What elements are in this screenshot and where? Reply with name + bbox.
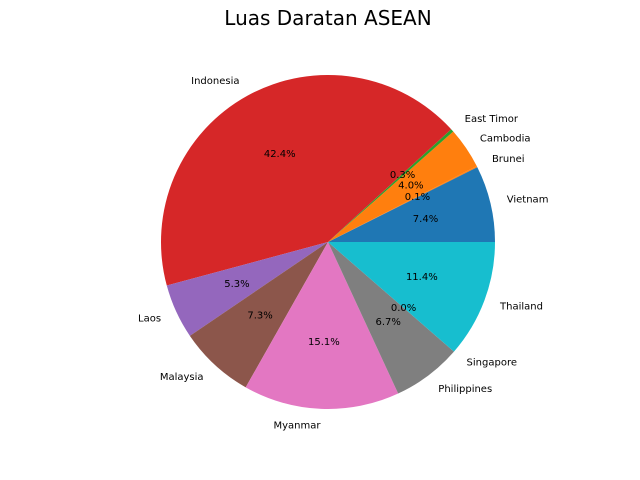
pie-slice-east-timor	[328, 129, 454, 242]
slice-label-vietnam: Vietnam	[507, 195, 549, 206]
pie-slice-philippines	[328, 242, 454, 394]
percent-label-singapore: 0.0%	[391, 303, 416, 314]
percent-label-laos: 5.3%	[224, 279, 249, 290]
slice-label-indonesia: Indonesia	[191, 76, 239, 87]
percent-labels: 7.4% 0.1%4.0%0.3% 42.4% 5.3% 7.3% 15.1% 6.7% 0.…	[224, 149, 438, 348]
slice-label-philippines: Philippines	[438, 384, 492, 395]
slice-label-thailand: Thailand	[499, 301, 543, 312]
percent-label-cambodia: 4.0%	[398, 181, 423, 192]
slice-labels: Vietnam Brunei Cambodia East Timor Indonesia…	[138, 76, 548, 432]
pie-slice-vietnam	[328, 167, 496, 242]
percent-label-brunei: 0.1%	[405, 192, 430, 203]
percent-label-vietnam: 7.4%	[413, 214, 438, 225]
slice-label-laos: Laos	[138, 314, 161, 325]
percent-label-thailand: 11.4%	[406, 272, 438, 283]
pie-slices	[161, 74, 496, 409]
pie-slice-brunei	[328, 166, 478, 242]
pie-slice-laos	[166, 242, 328, 336]
slice-label-brunei: Brunei	[492, 154, 525, 165]
pie-slice-thailand	[328, 242, 495, 352]
percent-label-philippines: 6.7%	[375, 317, 400, 328]
slice-label-myanmar: Myanmar	[273, 421, 321, 432]
slice-label-singapore: Singapore	[467, 358, 517, 369]
slice-label-east-timor: East Timor	[465, 114, 519, 125]
percent-label-east-timor: 0.3%	[390, 170, 415, 181]
percent-label-malaysia: 7.3%	[247, 311, 272, 322]
percent-label-myanmar: 15.1%	[308, 337, 340, 348]
pie-slice-malaysia	[189, 242, 328, 388]
slice-label-cambodia: Cambodia	[480, 134, 531, 145]
pie-slice-cambodia	[328, 131, 477, 242]
pie-slice-myanmar	[245, 242, 399, 409]
chart-title: Luas Daratan ASEAN	[224, 6, 431, 30]
percent-label-indonesia: 42.4%	[264, 149, 296, 160]
pie-slice-indonesia	[161, 74, 452, 286]
slice-label-malaysia: Malaysia	[160, 372, 204, 383]
